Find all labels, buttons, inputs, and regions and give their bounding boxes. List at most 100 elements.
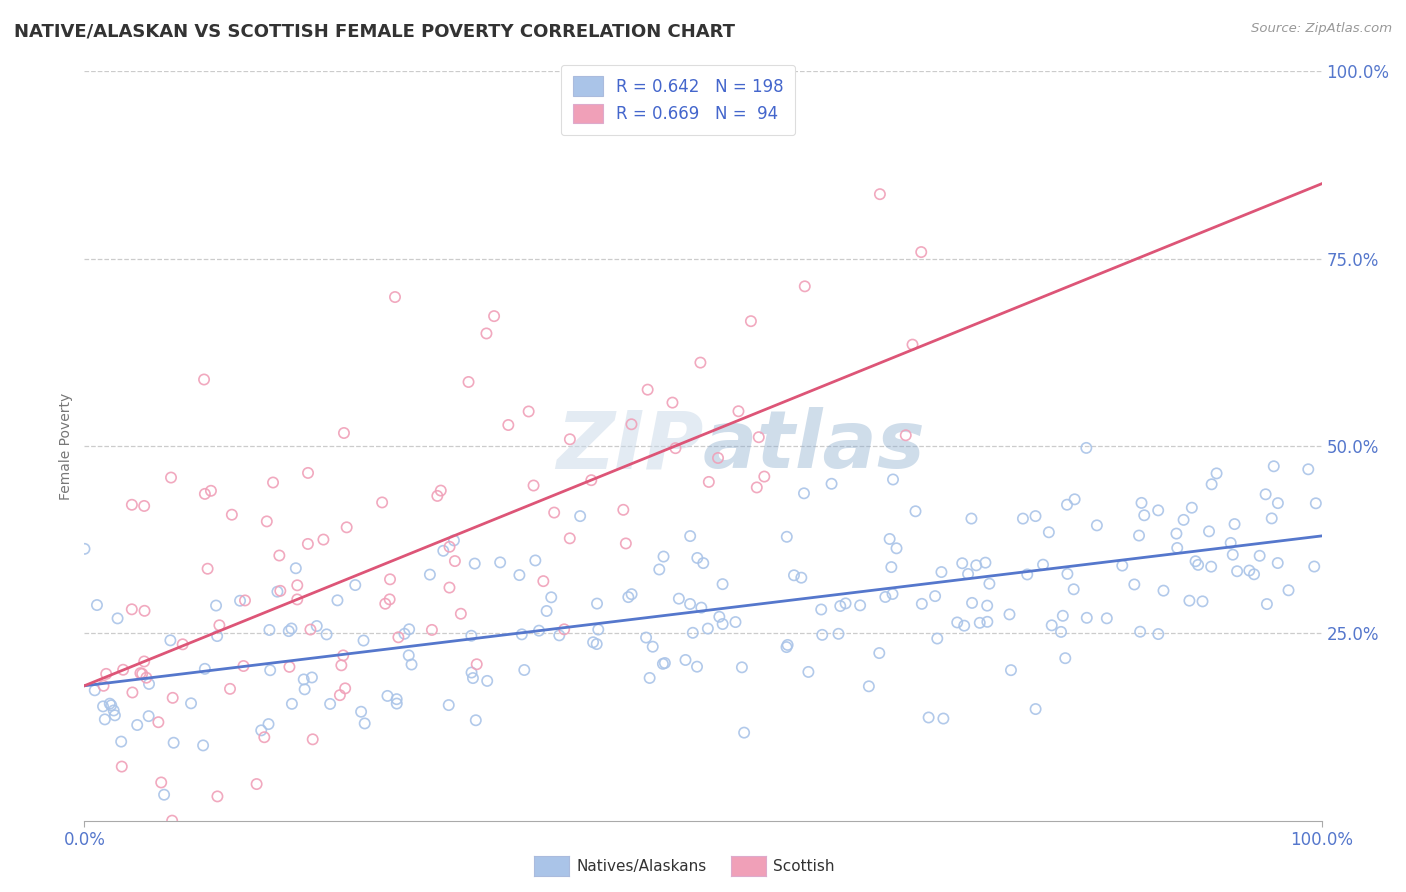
Point xyxy=(652,549,675,564)
Point xyxy=(976,599,998,613)
Point xyxy=(1223,517,1246,532)
Point xyxy=(731,660,754,674)
Point xyxy=(950,556,973,570)
Point xyxy=(464,557,486,571)
Point xyxy=(880,560,903,574)
Point xyxy=(194,487,217,501)
Point xyxy=(827,627,849,641)
Point xyxy=(882,473,904,487)
Point xyxy=(477,673,499,688)
Point xyxy=(927,632,949,646)
Point xyxy=(849,599,872,613)
Point xyxy=(709,609,731,624)
Point xyxy=(437,698,460,712)
Point xyxy=(301,670,323,684)
Point xyxy=(540,591,562,605)
Point xyxy=(689,356,711,370)
Point xyxy=(1239,564,1261,578)
Point xyxy=(498,417,520,432)
Point xyxy=(911,597,934,611)
Text: NATIVE/ALASKAN VS SCOTTISH FEMALE POVERTY CORRELATION CHART: NATIVE/ALASKAN VS SCOTTISH FEMALE POVERT… xyxy=(14,22,735,40)
Point xyxy=(543,506,565,520)
Point xyxy=(641,640,664,654)
Point xyxy=(931,565,953,579)
Point xyxy=(284,561,307,575)
Point xyxy=(910,245,932,260)
Point xyxy=(1249,549,1271,563)
Point xyxy=(894,428,917,442)
Point xyxy=(1123,577,1146,591)
Point xyxy=(280,622,302,636)
Point xyxy=(250,723,273,738)
Legend: R = 0.642   N = 198, R = 0.669   N =  94: R = 0.642 N = 198, R = 0.669 N = 94 xyxy=(561,65,796,135)
Point xyxy=(1133,508,1156,523)
Point xyxy=(620,587,643,601)
Point xyxy=(614,536,637,550)
Point xyxy=(180,696,202,710)
Point xyxy=(1256,597,1278,611)
Point xyxy=(385,692,408,706)
Point xyxy=(197,562,219,576)
Point xyxy=(830,599,852,613)
Point xyxy=(1205,467,1227,481)
Point xyxy=(1226,564,1249,578)
Point xyxy=(1025,702,1047,716)
Point xyxy=(834,596,856,610)
Point xyxy=(1303,559,1326,574)
Point xyxy=(219,681,242,696)
Point xyxy=(253,730,276,744)
Point xyxy=(682,625,704,640)
Point xyxy=(277,624,299,639)
Point xyxy=(617,590,640,604)
Point xyxy=(319,697,342,711)
Point xyxy=(489,555,512,569)
Point xyxy=(879,532,901,546)
Point xyxy=(326,593,349,607)
Point xyxy=(612,503,634,517)
Point xyxy=(558,532,581,546)
Point xyxy=(294,682,316,697)
Point xyxy=(1017,567,1039,582)
Point xyxy=(465,657,488,672)
Point xyxy=(336,520,359,534)
Point xyxy=(205,629,228,643)
Point xyxy=(138,677,160,691)
Point xyxy=(946,615,969,630)
Point xyxy=(443,533,465,548)
Point xyxy=(460,665,482,680)
Point xyxy=(558,432,581,446)
Point xyxy=(965,558,987,573)
Point xyxy=(1267,556,1289,570)
Point xyxy=(160,814,183,828)
Point xyxy=(1267,496,1289,510)
Point xyxy=(387,630,409,644)
Text: Natives/Alaskans: Natives/Alaskans xyxy=(576,859,707,873)
Point xyxy=(733,725,755,739)
Point xyxy=(553,623,575,637)
Point xyxy=(1147,503,1170,517)
Point xyxy=(957,566,980,581)
Point xyxy=(1199,559,1222,574)
Point xyxy=(246,777,269,791)
Point xyxy=(269,549,291,563)
Point xyxy=(111,759,134,773)
Point xyxy=(1153,583,1175,598)
Point xyxy=(191,739,214,753)
Point xyxy=(1166,526,1188,541)
Point xyxy=(974,556,997,570)
Point xyxy=(692,556,714,570)
Point xyxy=(429,483,451,498)
Point xyxy=(711,617,734,632)
Text: Scottish: Scottish xyxy=(773,859,835,873)
Point xyxy=(976,615,998,629)
Point xyxy=(869,187,891,202)
Point xyxy=(457,375,479,389)
Point xyxy=(384,290,406,304)
Point xyxy=(686,659,709,673)
Point xyxy=(91,699,114,714)
Point xyxy=(301,732,323,747)
Point xyxy=(1184,554,1206,568)
Point xyxy=(482,309,505,323)
Point xyxy=(1129,624,1152,639)
Point xyxy=(1076,441,1098,455)
